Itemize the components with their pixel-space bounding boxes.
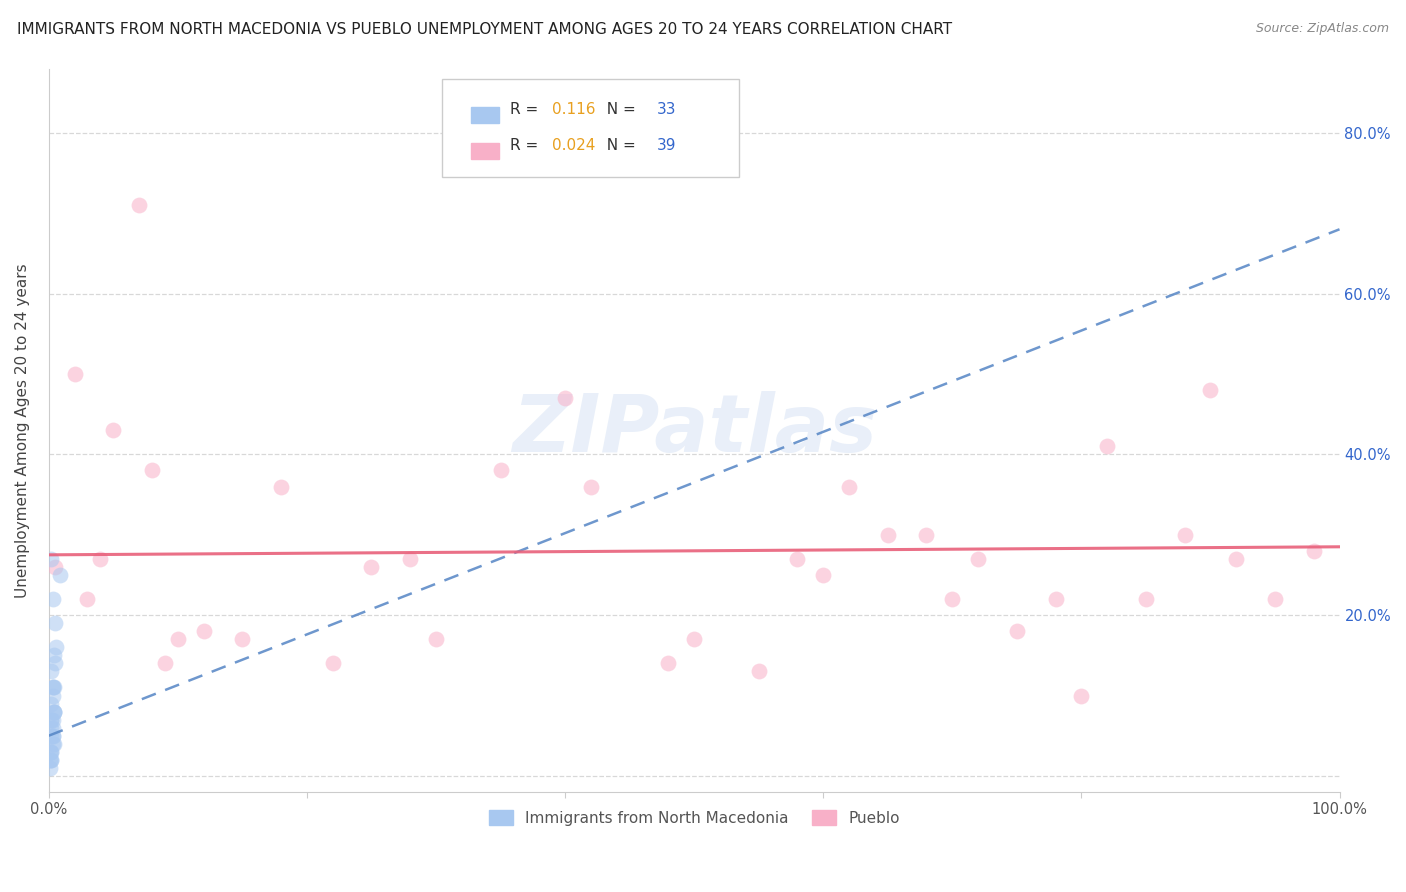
- Point: [39, 761, 62, 775]
- Point: [42, 648, 65, 663]
- Point: [103, 423, 125, 437]
- Point: [683, 632, 706, 647]
- Point: [41, 713, 63, 727]
- Point: [41, 592, 63, 607]
- Point: [41, 729, 63, 743]
- Point: [41, 729, 63, 743]
- Point: [1225, 552, 1247, 566]
- Text: IMMIGRANTS FROM NORTH MACEDONIA VS PUEBLO UNEMPLOYMENT AMONG AGES 20 TO 24 YEARS: IMMIGRANTS FROM NORTH MACEDONIA VS PUEBL…: [17, 22, 952, 37]
- Point: [1070, 689, 1092, 703]
- Text: R =: R =: [509, 103, 543, 117]
- Point: [49, 568, 72, 582]
- Y-axis label: Unemployment Among Ages 20 to 24 years: Unemployment Among Ages 20 to 24 years: [15, 263, 30, 598]
- Text: 0.116: 0.116: [553, 103, 596, 117]
- Point: [42, 705, 65, 719]
- Point: [141, 463, 163, 477]
- Bar: [471, 143, 499, 159]
- Point: [967, 552, 990, 566]
- Point: [41, 745, 63, 759]
- Point: [1005, 624, 1028, 639]
- Point: [838, 479, 860, 493]
- Point: [89, 552, 111, 566]
- Point: [41, 713, 63, 727]
- Point: [76, 592, 98, 607]
- Point: [360, 560, 382, 574]
- Point: [166, 632, 188, 647]
- Text: ZIPatlas: ZIPatlas: [512, 392, 876, 469]
- Point: [193, 624, 215, 639]
- Point: [39, 753, 62, 767]
- Point: [42, 705, 65, 719]
- Point: [1302, 544, 1324, 558]
- Point: [41, 697, 63, 711]
- Point: [941, 592, 963, 607]
- Text: 39: 39: [657, 138, 676, 153]
- Point: [425, 632, 447, 647]
- Point: [657, 657, 679, 671]
- Point: [44, 560, 66, 574]
- Point: [270, 479, 292, 493]
- Point: [41, 753, 63, 767]
- Point: [1045, 592, 1067, 607]
- Point: [1174, 527, 1197, 541]
- Point: [41, 552, 63, 566]
- Bar: [471, 107, 499, 123]
- Point: [153, 657, 176, 671]
- Text: 0.024: 0.024: [553, 138, 596, 153]
- Point: [41, 681, 63, 695]
- Point: [42, 737, 65, 751]
- Point: [39, 745, 62, 759]
- Point: [876, 527, 898, 541]
- Point: [1135, 592, 1157, 607]
- Text: R =: R =: [509, 138, 543, 153]
- Point: [41, 721, 63, 735]
- Point: [41, 689, 63, 703]
- Text: Source: ZipAtlas.com: Source: ZipAtlas.com: [1256, 22, 1389, 36]
- Point: [1199, 383, 1222, 397]
- Text: 33: 33: [657, 103, 676, 117]
- Point: [63, 367, 86, 381]
- Point: [915, 527, 938, 541]
- Point: [42, 681, 65, 695]
- Point: [811, 568, 834, 582]
- Point: [786, 552, 808, 566]
- Point: [489, 463, 512, 477]
- Point: [1095, 439, 1118, 453]
- Point: [44, 616, 66, 631]
- Point: [231, 632, 253, 647]
- Point: [41, 665, 63, 679]
- Point: [41, 681, 63, 695]
- Point: [41, 737, 63, 751]
- Point: [128, 198, 150, 212]
- Point: [41, 745, 63, 759]
- Text: N =: N =: [598, 103, 641, 117]
- Point: [579, 479, 602, 493]
- Point: [42, 705, 65, 719]
- Point: [399, 552, 422, 566]
- Text: N =: N =: [598, 138, 641, 153]
- Point: [45, 640, 67, 655]
- Point: [1264, 592, 1286, 607]
- Point: [554, 391, 576, 405]
- FancyBboxPatch shape: [443, 79, 740, 177]
- Point: [41, 729, 63, 743]
- Point: [748, 665, 770, 679]
- Point: [41, 753, 63, 767]
- Point: [41, 713, 63, 727]
- Point: [44, 657, 66, 671]
- Legend: Immigrants from North Macedonia, Pueblo: Immigrants from North Macedonia, Pueblo: [479, 801, 908, 835]
- Point: [41, 721, 63, 735]
- Point: [322, 657, 344, 671]
